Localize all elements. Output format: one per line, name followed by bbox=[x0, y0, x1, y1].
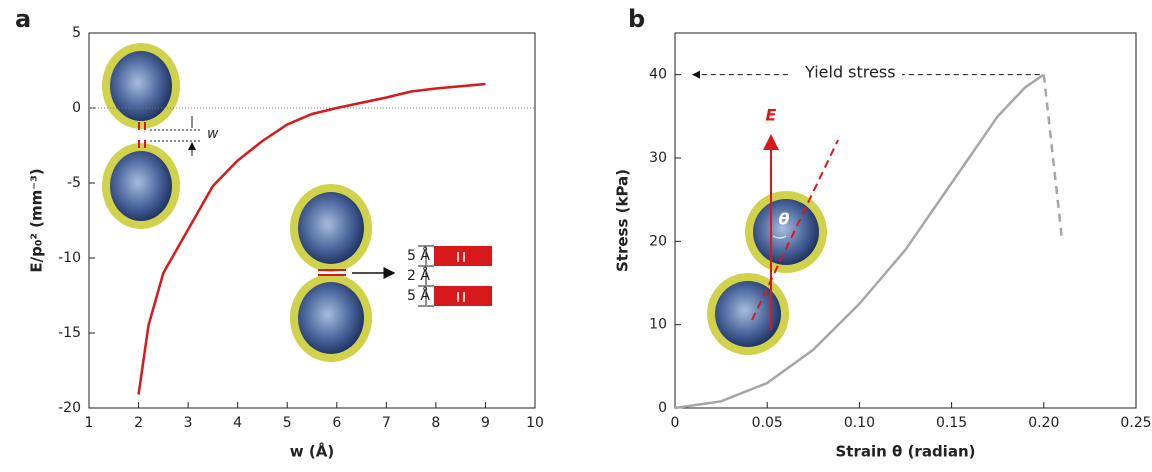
data-line bbox=[137, 82, 486, 395]
data-line bbox=[1042, 74, 1064, 242]
y-tick-label: -10 bbox=[58, 250, 81, 266]
y-axis-label: E/p₀² (mm⁻³) bbox=[28, 168, 46, 272]
x-tick-label: 7 bbox=[382, 415, 391, 431]
sphere-core bbox=[715, 281, 781, 347]
panel-label: b bbox=[628, 5, 645, 33]
y-tick-label: 40 bbox=[649, 67, 667, 83]
illustrations bbox=[102, 43, 839, 362]
x-tick-label: 0.10 bbox=[844, 415, 875, 431]
sphere-core bbox=[298, 282, 364, 354]
x-tick-label: 0.25 bbox=[1120, 415, 1151, 431]
label-bg bbox=[790, 64, 902, 85]
y-tick-label: 10 bbox=[649, 317, 667, 333]
y-tick-label: -5 bbox=[67, 175, 81, 191]
annotation: w bbox=[207, 126, 219, 142]
x-tick-label: 5 bbox=[283, 415, 292, 431]
annotation: 5 Å bbox=[407, 287, 430, 304]
layer-box bbox=[434, 246, 492, 266]
dimension-lines bbox=[418, 245, 434, 307]
x-tick-label: 0.05 bbox=[752, 415, 783, 431]
annotation: E bbox=[766, 106, 777, 125]
x-tick-label: 2 bbox=[134, 415, 143, 431]
sphere-core bbox=[753, 199, 819, 265]
x-tick-label: 10 bbox=[526, 415, 544, 431]
y-axis-label: Stress (kPa) bbox=[614, 169, 632, 272]
sphere-core bbox=[110, 51, 172, 121]
annotation: Yield stress bbox=[804, 63, 896, 82]
annotation: 2 Å bbox=[407, 267, 430, 284]
y-tick-label: 5 bbox=[72, 25, 81, 41]
sphere-core bbox=[110, 151, 172, 221]
y-tick-label: 30 bbox=[649, 150, 667, 166]
axis-line bbox=[751, 139, 839, 321]
plot-frame bbox=[88, 32, 536, 409]
x-tick-label: 4 bbox=[233, 415, 242, 431]
x-tick-label: 0.15 bbox=[936, 415, 967, 431]
angle-arc bbox=[772, 235, 787, 239]
x-tick-label: 6 bbox=[332, 415, 341, 431]
y-tick-label: 20 bbox=[649, 233, 667, 249]
annotation: θ bbox=[779, 210, 790, 229]
y-tick-label: -15 bbox=[58, 325, 81, 341]
annotation: 5 Å bbox=[407, 247, 430, 264]
x-tick-label: 0.20 bbox=[1028, 415, 1059, 431]
spin-arrows bbox=[457, 252, 465, 302]
y-tick-label: 0 bbox=[658, 400, 667, 416]
x-tick-label: 3 bbox=[184, 415, 193, 431]
x-axis-label: Strain θ (radian) bbox=[836, 443, 976, 461]
layer-lines bbox=[318, 269, 346, 276]
sphere-core bbox=[298, 192, 364, 264]
x-tick-label: 8 bbox=[431, 415, 440, 431]
spin-arrows bbox=[138, 122, 146, 148]
plot-frame bbox=[674, 32, 1137, 409]
x-axis-label: w (Å) bbox=[290, 442, 334, 461]
x-tick-label: 1 bbox=[85, 415, 94, 431]
data-line bbox=[674, 73, 1045, 410]
x-tick-label: 9 bbox=[481, 415, 490, 431]
gap-lines bbox=[150, 129, 200, 142]
y-tick-label: -20 bbox=[58, 400, 81, 416]
layer-box bbox=[434, 286, 492, 306]
y-tick-label: 0 bbox=[72, 100, 81, 116]
panel-label: a bbox=[15, 5, 31, 33]
x-tick-label: 0 bbox=[671, 415, 680, 431]
